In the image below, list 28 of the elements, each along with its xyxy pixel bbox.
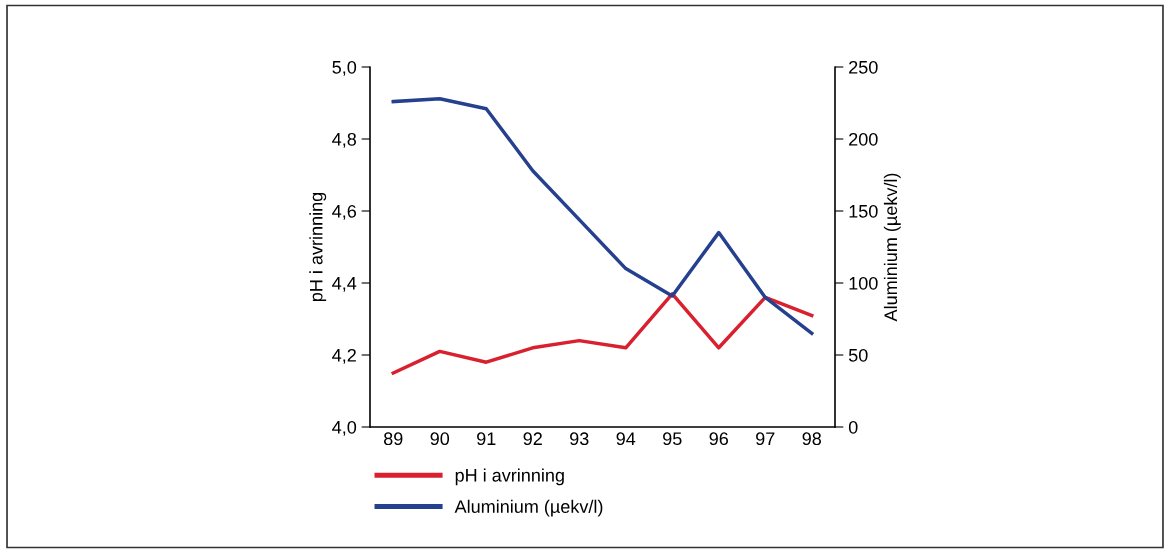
- y2-tick-label: 100: [849, 276, 878, 290]
- y2-tick-label: 250: [849, 60, 878, 74]
- x-tick-label: 94: [616, 432, 636, 446]
- y-tick-label: 4,8: [332, 132, 357, 148]
- y2-axis-title: Aluminium (µekv/l): [883, 173, 901, 322]
- legend-label: pH i avrinning: [455, 468, 564, 486]
- y2-tick-label: 150: [849, 204, 878, 218]
- y-tick-label: 5,0: [332, 60, 357, 76]
- y2-tick-label: 200: [849, 132, 878, 146]
- y-tick-label: 4,0: [332, 420, 357, 436]
- x-tick-label: 97: [756, 432, 775, 446]
- y2-tick-label: 0: [848, 420, 858, 434]
- y-axis-title: pH i avrinning: [309, 192, 327, 302]
- line-series: [391, 96, 814, 336]
- y-tick-label: 4,2: [332, 348, 356, 364]
- line-series: [391, 292, 814, 375]
- x-tick-label: 98: [802, 432, 822, 446]
- y-tick-label: 4,4: [332, 277, 357, 292]
- x-tick-label: 93: [570, 432, 589, 446]
- x-tick-label: 91: [477, 432, 496, 446]
- x-tick-label: 95: [663, 432, 682, 446]
- x-tick-label: 96: [709, 432, 728, 446]
- x-tick-label: 90: [430, 432, 450, 446]
- y2-tick-label: 50: [848, 348, 868, 362]
- x-tick-label: 89: [383, 432, 403, 446]
- x-tick-label: 92: [523, 432, 542, 446]
- legend-label: Aluminium (µekv/l): [454, 499, 603, 517]
- y-tick-label: 4,6: [332, 204, 357, 220]
